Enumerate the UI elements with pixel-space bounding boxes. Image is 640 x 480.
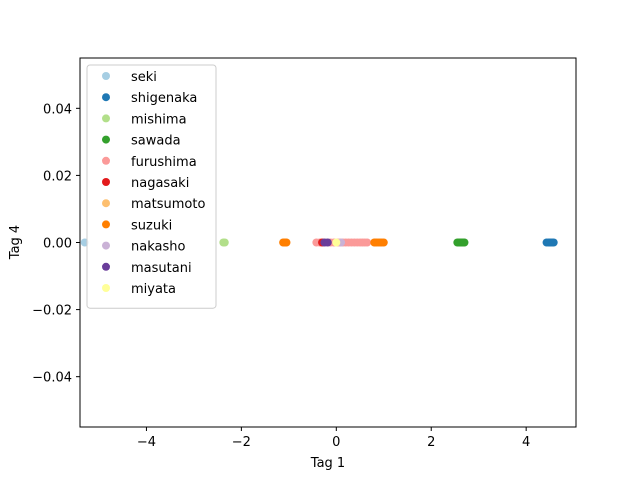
y-tick-label: −0.02 <box>32 304 72 319</box>
legend-label-nagasaki: nagasaki <box>131 176 189 191</box>
legend-label-nakasho: nakasho <box>131 240 185 255</box>
legend-marker-suzuki <box>102 220 110 229</box>
data-point-sawada <box>460 238 469 247</box>
data-point-suzuki <box>282 238 291 247</box>
legend-label-seki: seki <box>131 70 157 85</box>
legend-box <box>86 64 217 309</box>
legend-marker-matsumoto <box>102 199 110 208</box>
legend-label-suzuki: suzuki <box>131 218 172 233</box>
x-tick-label: −2 <box>232 435 251 450</box>
y-tick-label: −0.04 <box>32 371 72 386</box>
legend-label-sawada: sawada <box>131 134 181 149</box>
x-tick-label: 4 <box>522 435 530 450</box>
data-points <box>80 238 558 247</box>
legend-label-matsumoto: matsumoto <box>131 197 205 212</box>
x-tick-label: −4 <box>137 435 156 450</box>
legend-label-miyata: miyata <box>131 282 176 297</box>
legend-marker-furushima <box>102 156 110 165</box>
y-axis-label: Tag 4 <box>8 225 23 260</box>
y-axis-ticks: −0.04 −0.02 0.00 0.02 0.04 <box>32 102 80 386</box>
data-point-shigenaka <box>549 238 558 247</box>
legend-label-masutani: masutani <box>131 261 192 276</box>
x-axis-label: Tag 1 <box>310 456 345 471</box>
legend-label-shigenaka: shigenaka <box>131 91 197 106</box>
x-tick-label: 2 <box>427 435 435 450</box>
legend-marker-miyata <box>102 284 110 292</box>
legend-label-mishima: mishima <box>131 112 187 127</box>
legend-marker-seki <box>102 72 110 80</box>
legend-label-furushima: furushima <box>131 155 197 170</box>
data-point-miyata <box>332 238 341 247</box>
x-axis-ticks: −4 −2 0 2 4 <box>137 427 530 450</box>
data-point-suzuki <box>379 238 388 247</box>
x-tick-label: 0 <box>332 435 340 450</box>
legend-marker-mishima <box>102 114 110 123</box>
data-point-masutani <box>323 238 332 247</box>
y-tick-label: 0.00 <box>43 237 72 252</box>
legend-marker-nakasho <box>102 241 110 250</box>
legend-marker-shigenaka <box>102 93 110 102</box>
legend: seki shigenaka mishima sawada furushima nagas… <box>86 64 217 309</box>
data-point-furushima <box>363 238 372 247</box>
legend-marker-masutani <box>102 262 110 271</box>
legend-marker-sawada <box>102 135 110 144</box>
y-tick-label: 0.02 <box>43 169 72 184</box>
legend-marker-nagasaki <box>102 178 110 186</box>
data-point-mishima <box>220 238 229 247</box>
y-tick-label: 0.04 <box>43 102 72 117</box>
